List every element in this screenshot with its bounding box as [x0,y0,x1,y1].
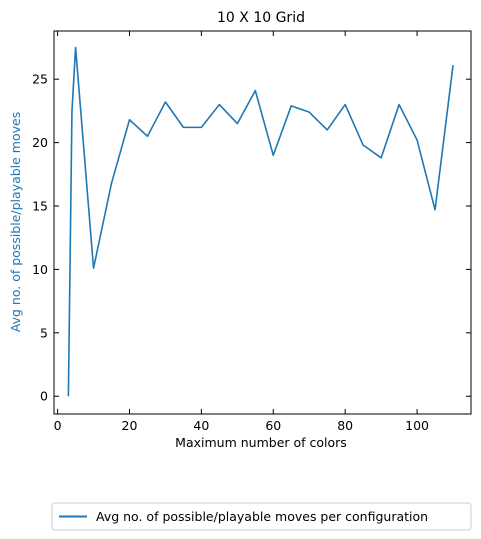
y-tick-label: 20 [32,135,48,150]
x-tick-label: 60 [265,418,281,433]
x-tick-label: 40 [193,418,209,433]
legend-box [51,502,472,531]
series-line-0 [67,46,454,397]
plot-frame [53,30,472,415]
y-tick-label: 10 [32,262,48,277]
x-tick-label: 0 [54,418,62,433]
x-tick-label: 100 [405,418,429,433]
x-tick-label: 80 [337,418,353,433]
x-ticks: 0 20 40 60 80 100 [54,31,429,433]
y-tick-label: 0 [40,389,48,404]
chart-title: 10 X 10 Grid [217,10,305,26]
y-tick-label: 25 [32,72,48,87]
y-ticks: 0 5 10 15 20 25 [32,72,471,404]
y-axis-label: Avg no. of possible/playable moves [8,112,23,332]
legend: Avg no. of possible/playable moves per c… [51,502,472,531]
y-tick-label: 15 [32,199,48,214]
y-tick-label: 5 [40,325,48,340]
x-tick-label: 20 [122,418,138,433]
series-group [67,46,454,397]
legend-entry-label: Avg no. of possible/playable moves per c… [96,509,428,524]
x-axis-label: Maximum number of colors [175,435,347,450]
